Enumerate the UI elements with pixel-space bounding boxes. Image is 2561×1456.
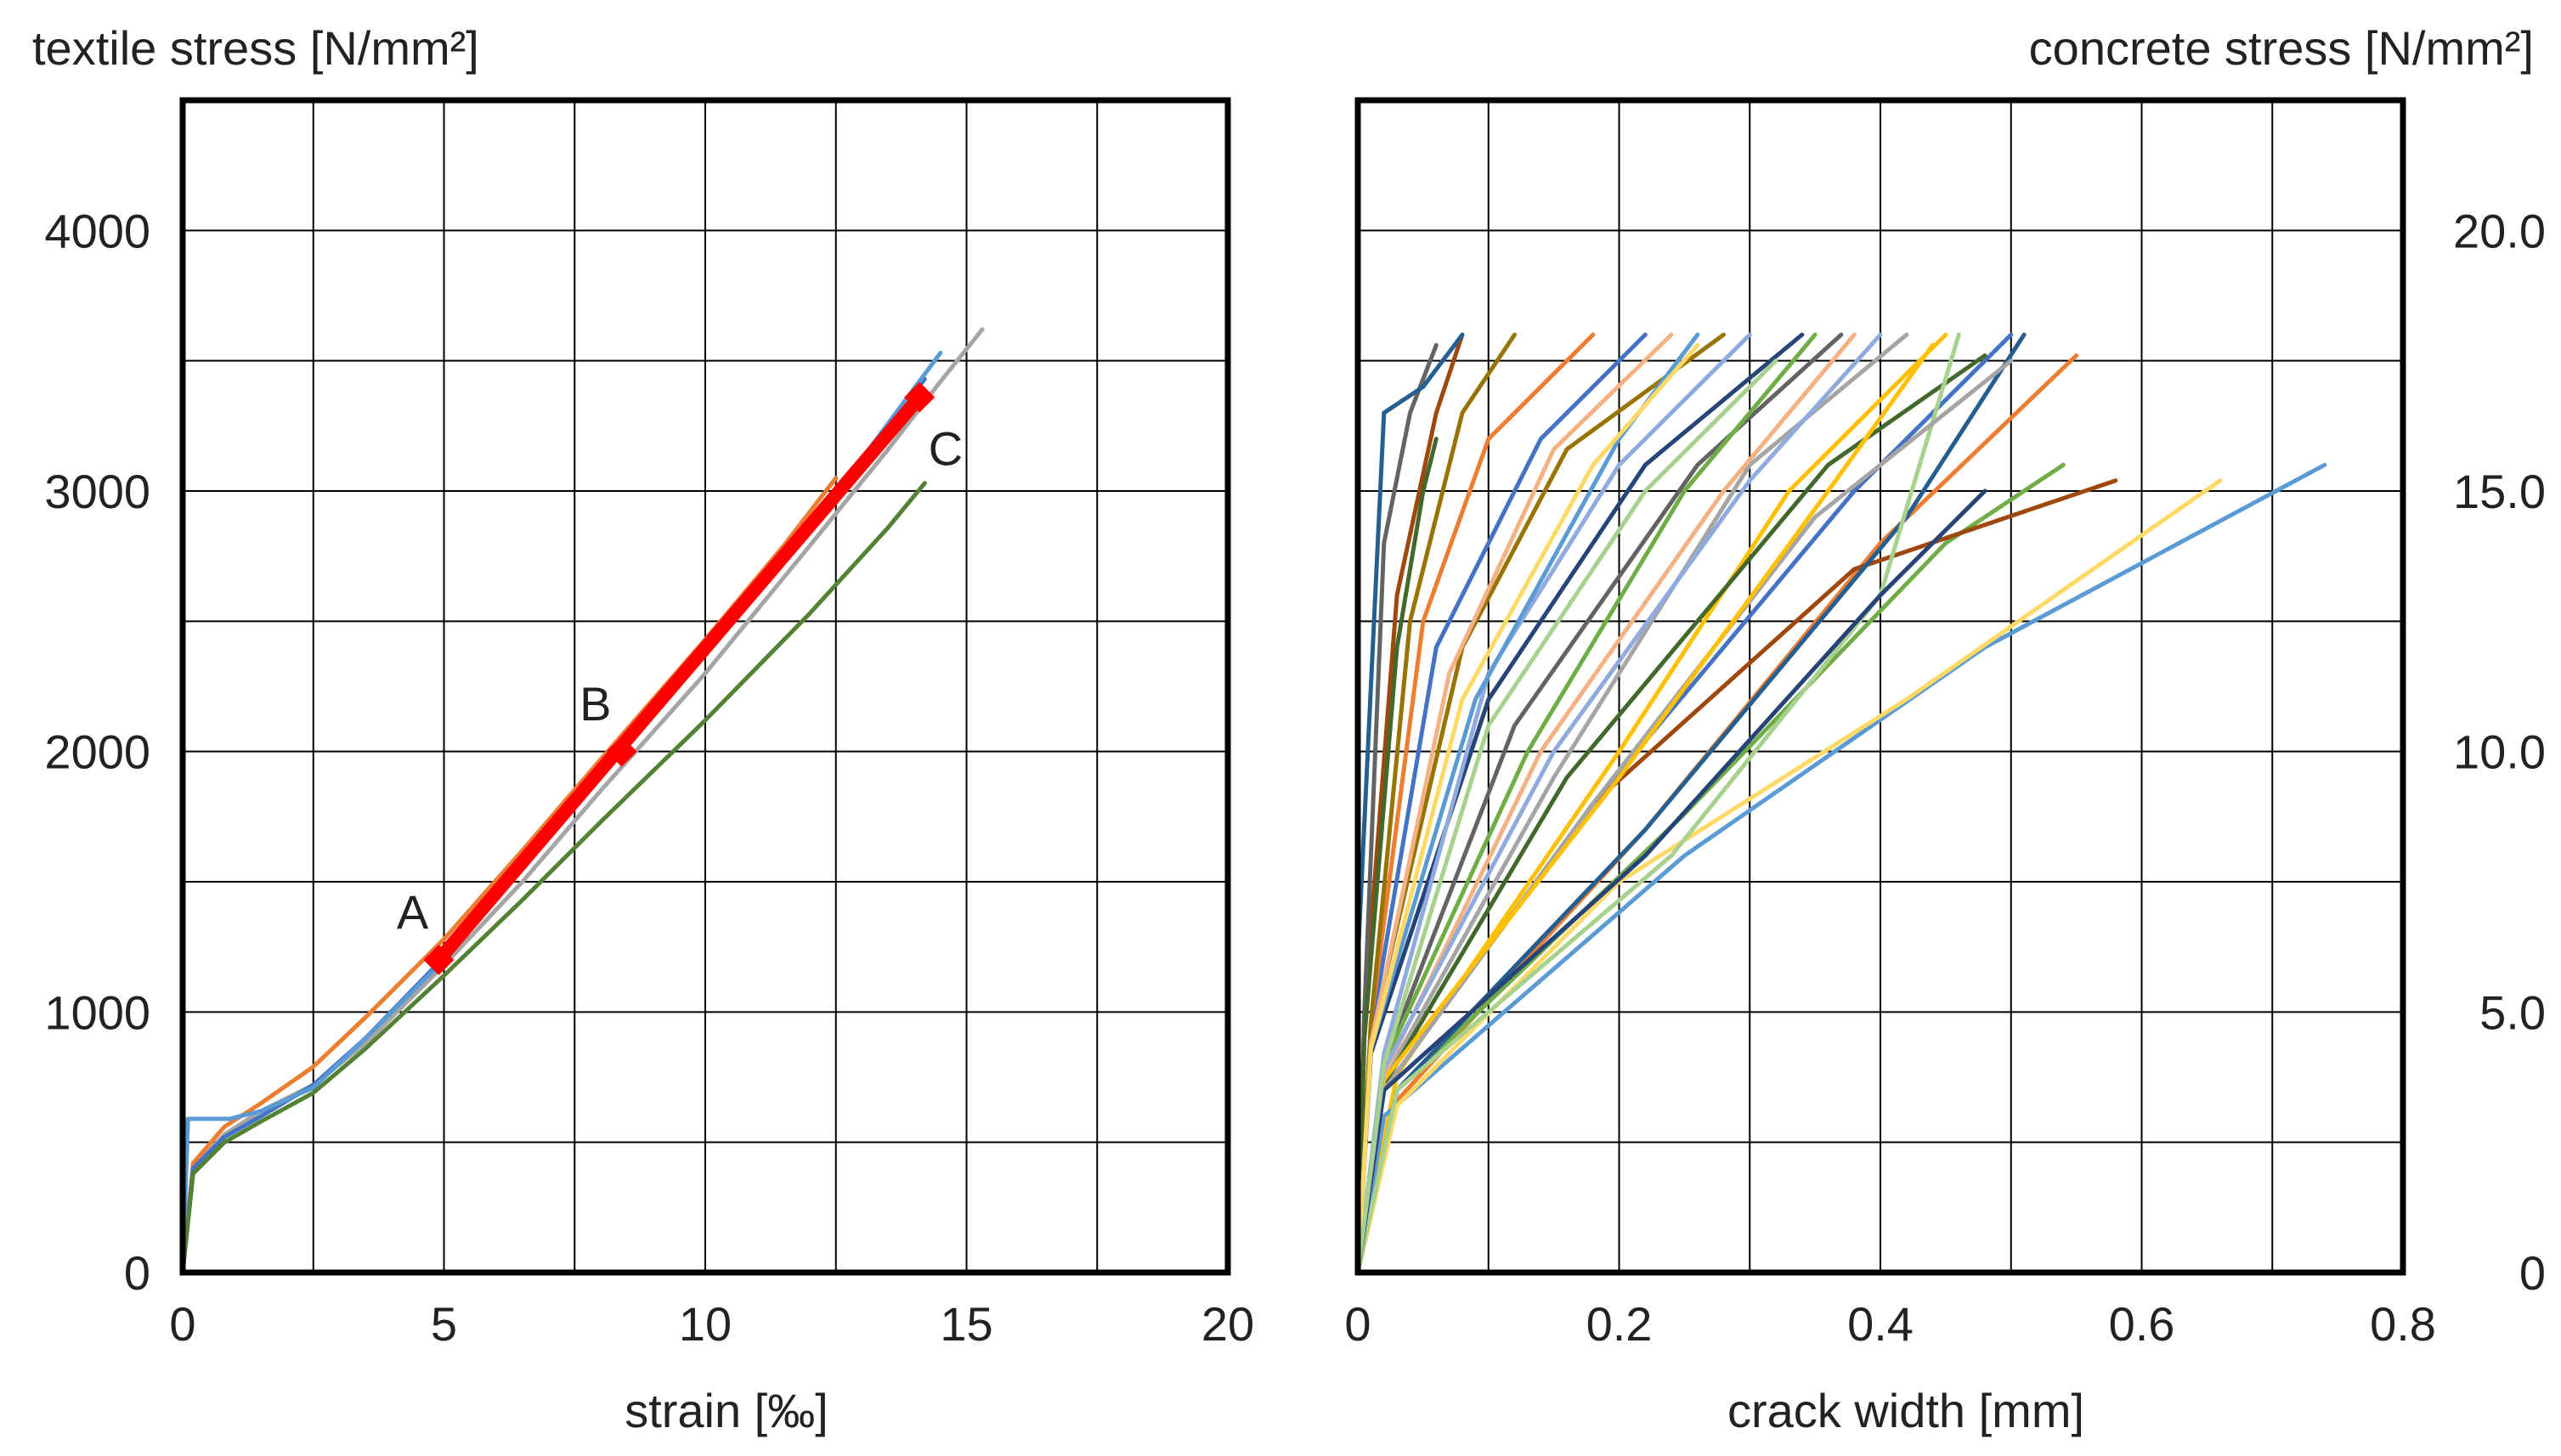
left-y-tick-label: 4000: [44, 204, 150, 257]
right-x-tick-label: 0.4: [1847, 1297, 1914, 1351]
marker-B: [606, 736, 637, 767]
series-line-crack-06: [1355, 462, 2066, 1275]
left-y-tick-label: 1000: [44, 985, 150, 1039]
series-line-red-fit: [432, 390, 927, 967]
right-x-tick-label: 0: [1344, 1297, 1371, 1351]
right-y-tick-label: 15.0: [2453, 465, 2546, 518]
left-y-tick-label: 0: [124, 1246, 150, 1300]
right-x-tick-label: 0.8: [2370, 1297, 2436, 1351]
series-line-crack-02: [1355, 353, 2079, 1275]
left-y-axis-title: textile stress [N/mm²]: [32, 21, 479, 75]
left-x-tick-label: 15: [940, 1297, 992, 1351]
annotation-C: C: [929, 421, 963, 475]
annotation-A: A: [397, 885, 429, 939]
series-line-grey: [180, 327, 985, 1275]
series-line-crack-32: [1355, 358, 1778, 1275]
series-line-crack-13: [1355, 332, 1857, 1275]
right-x-tick-label: 0.2: [1586, 1297, 1653, 1351]
right-y-tick-label: 20.0: [2453, 204, 2546, 257]
left-plot-frame: [179, 97, 1231, 1276]
right-y-tick-label: 5.0: [2479, 985, 2546, 1039]
right-plot-frame: [1354, 97, 2406, 1276]
right-y-tick-label: 10.0: [2453, 725, 2546, 779]
left-x-tick-label: 0: [169, 1297, 195, 1351]
right-x-axis-title: crack width [mm]: [1727, 1384, 2084, 1437]
left-x-tick-label: 5: [431, 1297, 457, 1351]
left-x-tick-label: 20: [1201, 1297, 1254, 1351]
left-chart: textile stress [N/mm²] strain [‰] A B C 0 5…: [32, 21, 1254, 1437]
right-y-tick-label: 0: [2519, 1246, 2546, 1300]
marker-A: [423, 945, 455, 975]
series-line-crack-04: [1355, 332, 1948, 1275]
right-y-axis-title: concrete stress [N/mm²]: [2029, 21, 2534, 75]
marker-C: [904, 381, 936, 413]
left-x-tick-label: 10: [679, 1297, 732, 1351]
series-line-crack-03: [1355, 332, 1909, 1275]
series-line-crack-16: [1355, 332, 1961, 1275]
series-line-crack-31: [1355, 342, 1700, 1275]
right-x-tick-label: 0.6: [2109, 1297, 2175, 1351]
series-line-green: [180, 481, 927, 1275]
annotation-B: B: [579, 677, 611, 731]
series-line-crack-28: [1355, 437, 1439, 1275]
left-y-tick-label: 2000: [44, 725, 150, 779]
series-line-crack-05: [1355, 462, 2327, 1275]
right-chart: concrete stress [N/mm²] crack width [mm]…: [1344, 21, 2546, 1437]
left-y-tick-label: 3000: [44, 465, 150, 518]
left-x-axis-title: strain [‰]: [625, 1384, 828, 1437]
